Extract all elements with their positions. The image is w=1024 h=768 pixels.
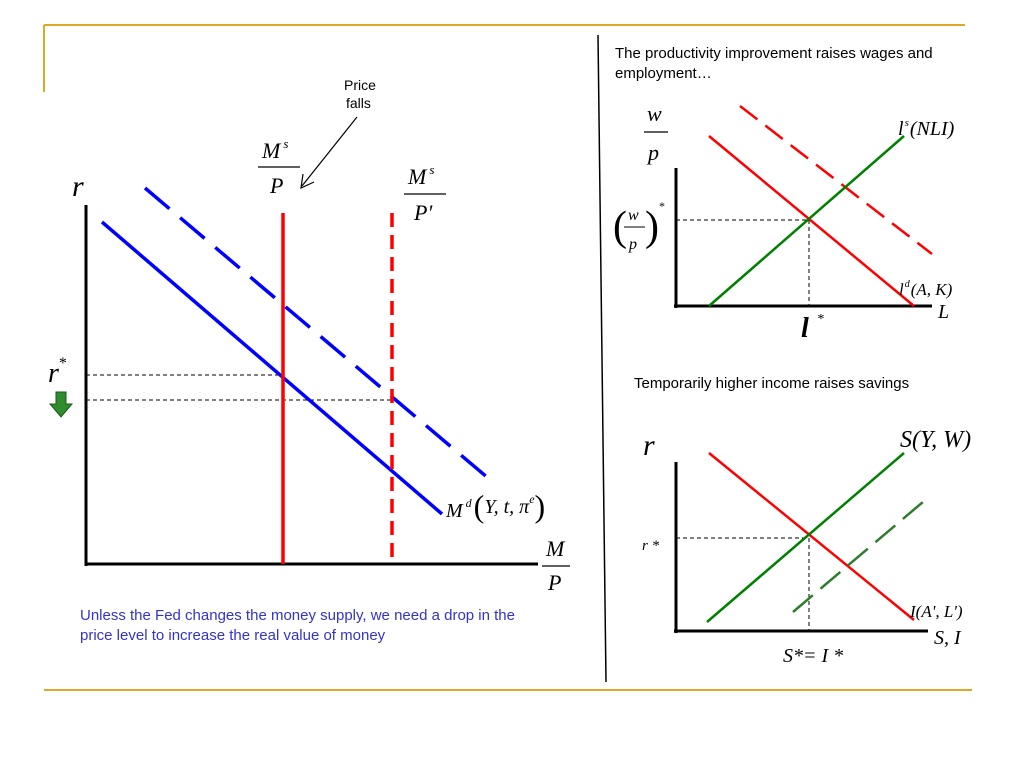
saving-curve-label: S(Y, W): [900, 427, 971, 453]
money-demand-shifted-curve: [143, 186, 490, 480]
svg-text:M: M: [545, 536, 566, 561]
employment-star-label: l *: [801, 312, 824, 344]
price-falls-line2: falls: [346, 95, 371, 111]
svg-text:w: w: [628, 207, 639, 224]
down-arrow-icon: [48, 391, 74, 418]
svg-text:P: P: [547, 570, 561, 595]
svg-text:): ): [645, 204, 659, 250]
svg-text:Ms: Ms: [261, 136, 288, 163]
saving-curve: [706, 452, 905, 623]
money-demand-curve: [100, 220, 444, 516]
svg-text:w: w: [647, 101, 662, 126]
price-falls-line1: Price: [344, 77, 376, 93]
saving-shifted-curve: [792, 495, 931, 613]
labor-demand-label: ld(A, K): [899, 279, 953, 299]
svg-text:P: P: [269, 173, 283, 198]
productivity-caption: The productivity improvement raises wage…: [615, 45, 933, 82]
panel-divider: [597, 34, 607, 683]
labor-supply-label: ls(NLI): [898, 117, 955, 140]
investment-curve-label: I(A', L'): [909, 602, 963, 621]
r-star-label: r *: [642, 538, 660, 554]
svg-text:P': P': [413, 200, 432, 225]
svg-text:p: p: [628, 236, 637, 253]
real-money-axis-label: M P: [542, 536, 570, 595]
investment-curve: [708, 452, 915, 621]
equilibrium-quantity-label: S*= I *: [783, 645, 843, 667]
y-axis-label: r: [72, 170, 84, 203]
price-falls-arrow-shaft: [301, 116, 358, 187]
wage-axis-label: w p: [644, 101, 668, 165]
si-axis-label: S, I: [934, 627, 962, 649]
labor-demand-shifted-curve: [739, 105, 933, 255]
svg-text:(: (: [613, 204, 627, 250]
labor-supply-curve: [708, 135, 905, 307]
rate-axis-label: r: [643, 429, 655, 462]
labor-axis-label: L: [937, 301, 949, 323]
price-falls-arrow-icon: [300, 173, 315, 190]
saving-investment-chart: r r * S(Y, W) I(A', L') S, I S*= I *: [642, 427, 971, 667]
fed-note: Unless the Fed changes the money supply,…: [80, 607, 515, 644]
labor-market-chart: w p ( w p ) * ls(NLI) ld(A, K) L l *: [613, 101, 955, 344]
svg-text:*: *: [659, 199, 665, 213]
labor-demand-curve: [708, 135, 915, 307]
equilibrium-wage-label: ( w p ) *: [613, 199, 665, 253]
savings-caption: Temporarily higher income raises savings: [634, 375, 910, 392]
r-star-label: r*: [48, 355, 67, 389]
svg-text:p: p: [646, 140, 659, 165]
svg-text:Ms: Ms: [407, 162, 434, 189]
slide-frame: [43, 24, 972, 691]
